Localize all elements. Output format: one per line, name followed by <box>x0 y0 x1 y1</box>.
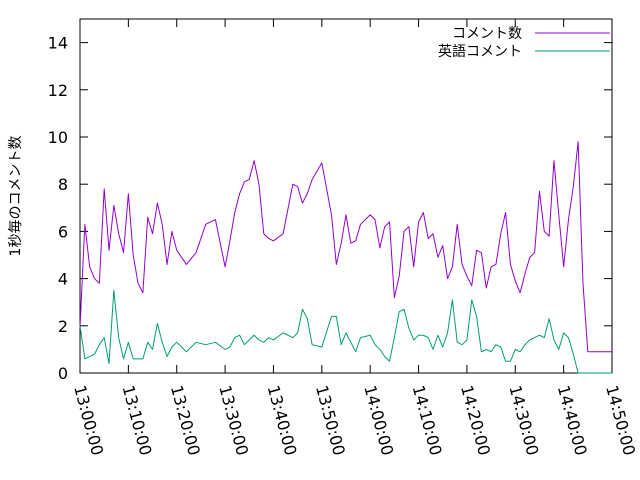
series-line-1 <box>79 141 612 353</box>
y-tick-label: 12 <box>48 81 68 100</box>
x-tick-label: 14:50:00 <box>602 383 639 457</box>
y-tick-label: 6 <box>58 222 68 241</box>
legend-label-2: 英語コメント <box>438 43 522 60</box>
y-tick-label: 8 <box>58 175 68 194</box>
y-tick-label: 4 <box>58 270 68 289</box>
x-tick-label: 14:10:00 <box>409 383 446 457</box>
y-tick-label: 14 <box>48 34 68 53</box>
series-line-2 <box>79 289 612 374</box>
y-tick-label: 2 <box>58 317 68 336</box>
series-layer <box>79 141 612 374</box>
x-tick-label: 13:20:00 <box>167 383 204 457</box>
x-tick-label: 14:40:00 <box>554 383 591 457</box>
plot-frame <box>79 18 613 374</box>
x-tick-label: 13:50:00 <box>312 383 349 457</box>
y-tick-label: 10 <box>48 128 68 147</box>
x-tick-label: 13:40:00 <box>264 383 301 457</box>
x-tick-label: 14:00:00 <box>360 383 397 457</box>
plot-axes: 0 2 4 6 8 10 12 14 13:00:00 13:10:00 13:20:00 13:30… <box>48 18 639 457</box>
x-tick-label: 14:30:00 <box>505 383 542 457</box>
legend-label-1: コメント数 <box>452 26 522 42</box>
y-tick-label: 0 <box>58 364 68 383</box>
x-tick-label: 13:10:00 <box>118 383 155 457</box>
y-axis-label: 1秒毎のコメント数 <box>8 136 24 257</box>
x-tick-label: 14:20:00 <box>457 383 494 457</box>
x-tick-label: 13:00:00 <box>70 383 107 457</box>
x-tick-label: 13:30:00 <box>215 383 252 457</box>
